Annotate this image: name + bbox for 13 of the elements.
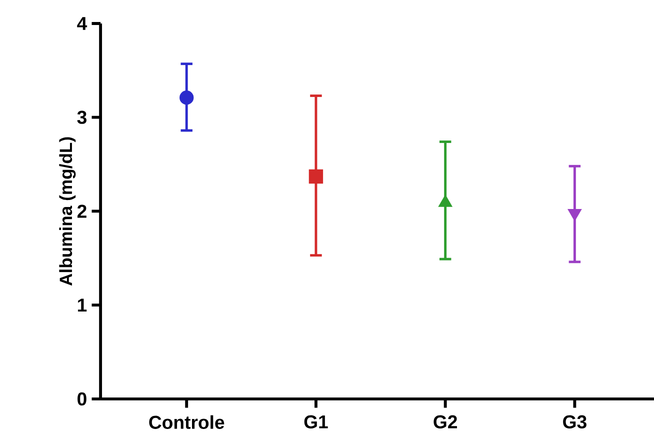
y-tick-label: 4 [77,17,88,30]
y-tick-label: 0 [78,392,86,406]
x-tick-label: G3 [563,415,586,428]
y-tick-label: 2 [77,204,86,218]
x-tick-label: G1 [304,415,328,428]
point [180,90,194,105]
point [308,169,324,184]
x-tick-label: Controle [149,415,224,429]
y-tick-label: 3 [77,110,86,124]
point [568,208,581,220]
y-tick-label: 1 [78,298,87,312]
x-tick-label: G2 [434,415,457,428]
y-axis-title: Albumina (mg/dL) [59,137,76,286]
